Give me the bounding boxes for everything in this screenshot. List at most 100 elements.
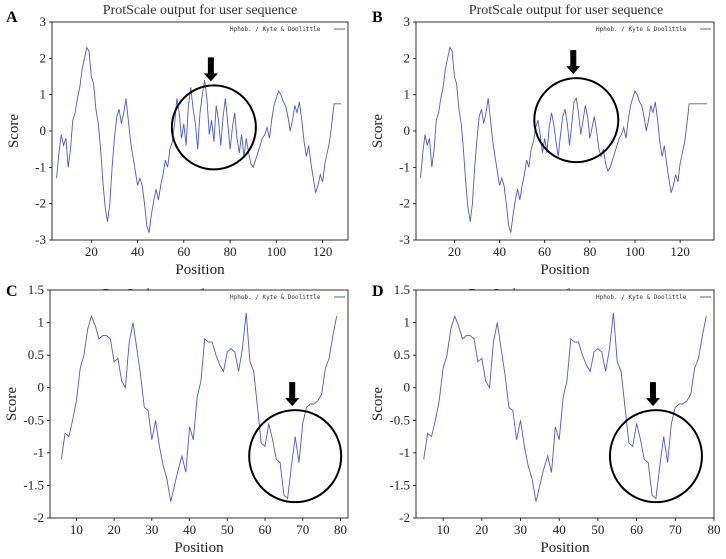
- y-tick-label: 3: [40, 14, 47, 29]
- y-tick-label: -0.5: [389, 412, 410, 427]
- x-tick-label: 60: [259, 522, 272, 537]
- plot-frame: [49, 289, 349, 519]
- x-tick-label: 50: [221, 522, 234, 537]
- legend-text: Hphob. / Kyte & Doolittle: [596, 294, 687, 301]
- x-tick-label: 20: [448, 244, 461, 259]
- y-tick-label: -2: [33, 510, 44, 525]
- y-tick-label: -3: [35, 232, 46, 247]
- x-tick-label: 20: [475, 522, 488, 537]
- y-tick-label: -1.5: [23, 477, 44, 492]
- legend-text: Hphob. / Kyte & Doolittle: [596, 26, 687, 33]
- panel-label: D: [372, 283, 384, 300]
- legend-text: Hphob. / Kyte & Doolittle: [230, 294, 321, 301]
- x-tick-label: 60: [630, 522, 643, 537]
- arrow-shaft: [649, 382, 656, 401]
- y-tick-label: 1: [404, 315, 411, 330]
- y-tick-label: -0.5: [23, 412, 44, 427]
- arrow-shaft: [289, 382, 296, 401]
- panel-d: DProtScale output for user sequenceHphob…: [370, 282, 721, 556]
- y-tick-label: -1: [33, 445, 44, 460]
- series-line: [420, 46, 708, 233]
- x-tick-label: 20: [85, 244, 98, 259]
- y-tick-label: 0: [404, 123, 411, 138]
- x-tick-label: 50: [591, 522, 604, 537]
- y-axis-label: Score: [4, 387, 20, 421]
- series-line: [423, 312, 707, 502]
- panel-label: B: [372, 9, 383, 26]
- x-tick-label: 60: [177, 244, 190, 259]
- y-axis-label: Score: [370, 114, 386, 148]
- plot-frame: [51, 21, 349, 241]
- x-tick-label: 30: [145, 522, 158, 537]
- x-tick-label: 80: [583, 244, 596, 259]
- plot-frame: [415, 289, 715, 519]
- y-tick-label: -1: [399, 159, 410, 174]
- x-tick-label: 10: [70, 522, 83, 537]
- y-tick-label: 1.5: [394, 282, 410, 297]
- x-axis-label: Position: [174, 540, 224, 556]
- highlight-circle: [170, 84, 257, 171]
- x-tick-label: 80: [334, 522, 347, 537]
- x-axis-label: Position: [540, 262, 590, 278]
- y-tick-label: 1: [404, 87, 411, 102]
- y-tick-label: -2: [35, 196, 46, 211]
- highlight-circle: [248, 409, 343, 504]
- x-axis-label: Position: [540, 540, 590, 556]
- y-tick-label: -2: [399, 510, 410, 525]
- x-tick-label: 20: [108, 522, 121, 537]
- down-arrow-icon: [203, 73, 218, 82]
- y-tick-label: -1: [399, 445, 410, 460]
- arrow-shaft: [570, 50, 577, 69]
- panel-c: CProtScale output for user sequenceHphob…: [4, 282, 349, 556]
- x-tick-label: 40: [131, 244, 144, 259]
- panel-a: A ProtScale output for user sequence Hphob…: [6, 3, 349, 278]
- panel-label: C: [6, 283, 18, 300]
- x-tick-label: 40: [183, 522, 196, 537]
- y-tick-label: 0: [40, 123, 47, 138]
- y-tick-label: 2: [404, 50, 411, 65]
- y-axis-label: Score: [6, 114, 22, 148]
- down-arrow-icon: [566, 66, 581, 75]
- chart-title: ProtScale output for user sequence: [469, 3, 663, 18]
- y-tick-label: 1: [38, 315, 45, 330]
- x-tick-label: 40: [493, 244, 506, 259]
- y-tick-label: -3: [399, 232, 410, 247]
- down-arrow-icon: [285, 398, 300, 407]
- x-tick-label: 70: [296, 522, 309, 537]
- x-tick-label: 100: [267, 244, 287, 259]
- x-tick-label: 80: [708, 522, 721, 537]
- y-tick-label: 0: [404, 380, 411, 395]
- y-tick-label: 0: [38, 380, 45, 395]
- x-tick-label: 40: [553, 522, 566, 537]
- y-tick-label: 1: [40, 87, 47, 102]
- plot-frame: [415, 21, 715, 241]
- x-tick-label: 120: [313, 244, 333, 259]
- y-tick-label: -1: [35, 159, 46, 174]
- panel-label: A: [6, 9, 18, 26]
- y-tick-label: 3: [404, 14, 411, 29]
- highlight-circle: [533, 77, 620, 164]
- x-tick-label: 120: [670, 244, 690, 259]
- x-axis-label: Position: [175, 262, 225, 278]
- chart-title: ProtScale output for user sequence: [103, 3, 297, 18]
- down-arrow-icon: [645, 398, 660, 407]
- highlight-circle: [608, 409, 703, 504]
- y-tick-label: -2: [399, 196, 410, 211]
- y-tick-label: 0.5: [394, 347, 410, 362]
- arrow-shaft: [207, 57, 214, 76]
- x-tick-label: 30: [514, 522, 527, 537]
- x-tick-label: 60: [538, 244, 551, 259]
- panel-b: B ProtScale output for user sequence Hphob…: [370, 3, 715, 278]
- y-tick-label: 1.5: [28, 282, 44, 297]
- x-tick-label: 100: [625, 244, 645, 259]
- y-tick-label: 0.5: [28, 347, 44, 362]
- y-axis-label: Score: [370, 387, 386, 421]
- x-tick-label: 10: [437, 522, 450, 537]
- series-line: [56, 46, 342, 233]
- y-tick-label: -1.5: [389, 477, 410, 492]
- legend-text: Hphob. / Kyte & Doolittle: [230, 26, 321, 33]
- series-line: [60, 312, 338, 502]
- x-tick-label: 70: [669, 522, 682, 537]
- x-tick-label: 80: [224, 244, 237, 259]
